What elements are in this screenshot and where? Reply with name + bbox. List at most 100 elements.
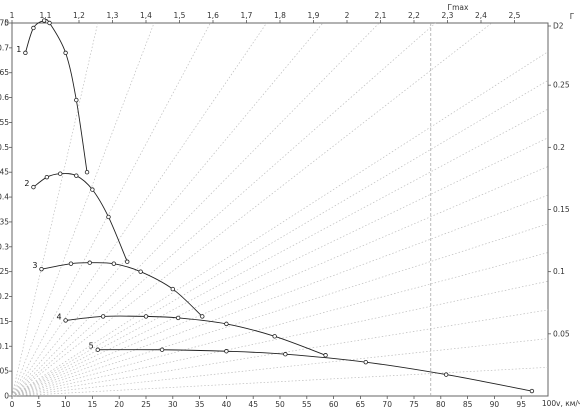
grid-line — [11, 22, 380, 397]
data-point — [159, 347, 165, 352]
y-left-top-label: 0 — [4, 19, 9, 28]
y-left-tick-label: 0.65 — [0, 68, 9, 77]
data-point — [44, 174, 50, 180]
grid-line — [11, 366, 549, 397]
y-left-tick-label: 0.5 — [0, 143, 9, 152]
x-tick-label: 20 — [114, 400, 124, 409]
data-point — [58, 171, 63, 176]
data-point — [95, 347, 100, 352]
series-1: 1 — [16, 18, 90, 175]
data-point — [84, 169, 90, 175]
x-tick-label: 55 — [302, 400, 312, 409]
x-tick-label: 90 — [490, 400, 500, 409]
data-point — [283, 352, 288, 357]
y-left-tick-label: 0.05 — [0, 367, 9, 376]
grid-line — [11, 194, 549, 397]
series-line — [97, 349, 533, 392]
y-left-tick-label: 0.25 — [0, 267, 9, 276]
x-tick-label: 50 — [275, 400, 285, 409]
data-point — [175, 315, 181, 321]
grid-line — [11, 80, 549, 397]
y-right-tick-label: 0.05 — [553, 329, 570, 338]
x-top-tick-label: 2,5 — [509, 11, 521, 20]
y-left-tick-label: 0.35 — [0, 217, 9, 226]
y-right-tick-label: D2 — [553, 22, 564, 31]
y-left-tick-label: 0.75 — [0, 19, 9, 28]
x-tick-label: 80 — [436, 400, 446, 409]
y-right-tick-label: 0.1 — [553, 267, 565, 276]
x-tick-label: 5 — [36, 400, 41, 409]
x-tick-label: 60 — [329, 400, 339, 409]
grid-line — [11, 280, 549, 397]
right-axis-label: Г — [570, 12, 575, 21]
y-left-tick-label: 0.3 — [0, 242, 9, 251]
x-top-tick-label: 1,7 — [241, 11, 253, 20]
x-top-tick-label: 2,4 — [475, 11, 487, 20]
data-point — [106, 214, 111, 220]
y-left-tick-label: 0.7 — [0, 43, 9, 52]
data-point — [125, 259, 130, 264]
x-tick-label: 95 — [516, 400, 526, 409]
y-left-tick-label: 0.6 — [0, 93, 9, 102]
y-axis-left-ticks: 0 0.05 0.1 0.15 0.2 0.25 0.3 0.35 0.4 0.45 0.5 0.55… — [0, 19, 12, 401]
series-4: 4 — [57, 312, 328, 358]
x-top-tick-label: 1,6 — [207, 11, 219, 20]
x-top-tick-label: 2,2 — [408, 11, 420, 20]
y-left-tick-label: 0.2 — [0, 292, 9, 301]
x-tick-label: 45 — [248, 400, 258, 409]
grid-line — [11, 108, 549, 397]
y-right-tick-label: 0.2 — [553, 143, 565, 152]
data-point — [224, 349, 229, 354]
grid-line — [11, 338, 549, 397]
grid-line — [11, 51, 549, 397]
data-point — [68, 261, 74, 266]
series-label: 3 — [32, 261, 37, 270]
x-tick-label: 85 — [463, 400, 473, 409]
x-axis-ticks: 0 5 10 15 20 25 30 35 40 45 50 55 60 65 70 75 80 85 90 95 — [10, 396, 526, 409]
x-tick-label: 0 — [10, 400, 15, 409]
y-left-tick-label: 0.4 — [0, 193, 9, 202]
data-point — [224, 321, 229, 327]
x-tick-label: 40 — [222, 400, 232, 409]
series-group: 1 2 3 4 5 — [16, 18, 535, 394]
x-axis-top-ticks: 1 1,1 1,2 1,3 1,4 1,5 1,6 1,7 1,8 1,9 2 2,1 2,2 2,3 2,… — [10, 11, 521, 23]
x-top-tick-label: 1 — [10, 11, 15, 20]
data-point — [63, 50, 68, 56]
grid-line — [11, 22, 492, 397]
y-left-tick-label: 0.55 — [0, 118, 9, 127]
y-right-tick-label: 0.25 — [553, 81, 570, 90]
grid-line — [11, 22, 436, 397]
data-point — [529, 388, 535, 394]
x-top-tick-label: 1,3 — [107, 11, 119, 20]
x-top-tick-label: 2,1 — [375, 11, 387, 20]
data-point — [87, 260, 92, 265]
top-axis-label: Гmax — [448, 3, 469, 12]
x-top-tick-label: 1,2 — [73, 11, 85, 20]
data-point — [63, 318, 68, 323]
data-point — [31, 25, 36, 31]
x-axis-label: v, км/ч — [556, 399, 580, 408]
x-top-tick-label: 1,4 — [140, 11, 152, 20]
y-left-tick-label: 0.1 — [0, 342, 9, 351]
data-point — [23, 50, 28, 56]
data-point — [111, 261, 117, 266]
data-point — [41, 18, 47, 23]
x-tick-label: 75 — [409, 400, 419, 409]
grid-line — [11, 22, 324, 397]
grid-line — [11, 309, 549, 397]
grid-line — [11, 22, 211, 397]
grid-line — [11, 137, 549, 397]
x-tick-label: 15 — [88, 400, 98, 409]
series-label: 5 — [89, 342, 94, 351]
data-point — [74, 97, 79, 103]
x-axis-unit-tick: 100 — [542, 399, 557, 408]
series-label: 4 — [57, 312, 62, 321]
y-right-tick-label: 0.15 — [553, 205, 570, 214]
data-point — [363, 359, 368, 365]
data-point — [39, 266, 44, 272]
series-2: 2 — [24, 171, 130, 264]
grid-line — [11, 223, 549, 397]
data-point — [200, 314, 205, 319]
plot-area — [11, 22, 549, 397]
y-left-tick-label: 0 — [4, 392, 9, 401]
